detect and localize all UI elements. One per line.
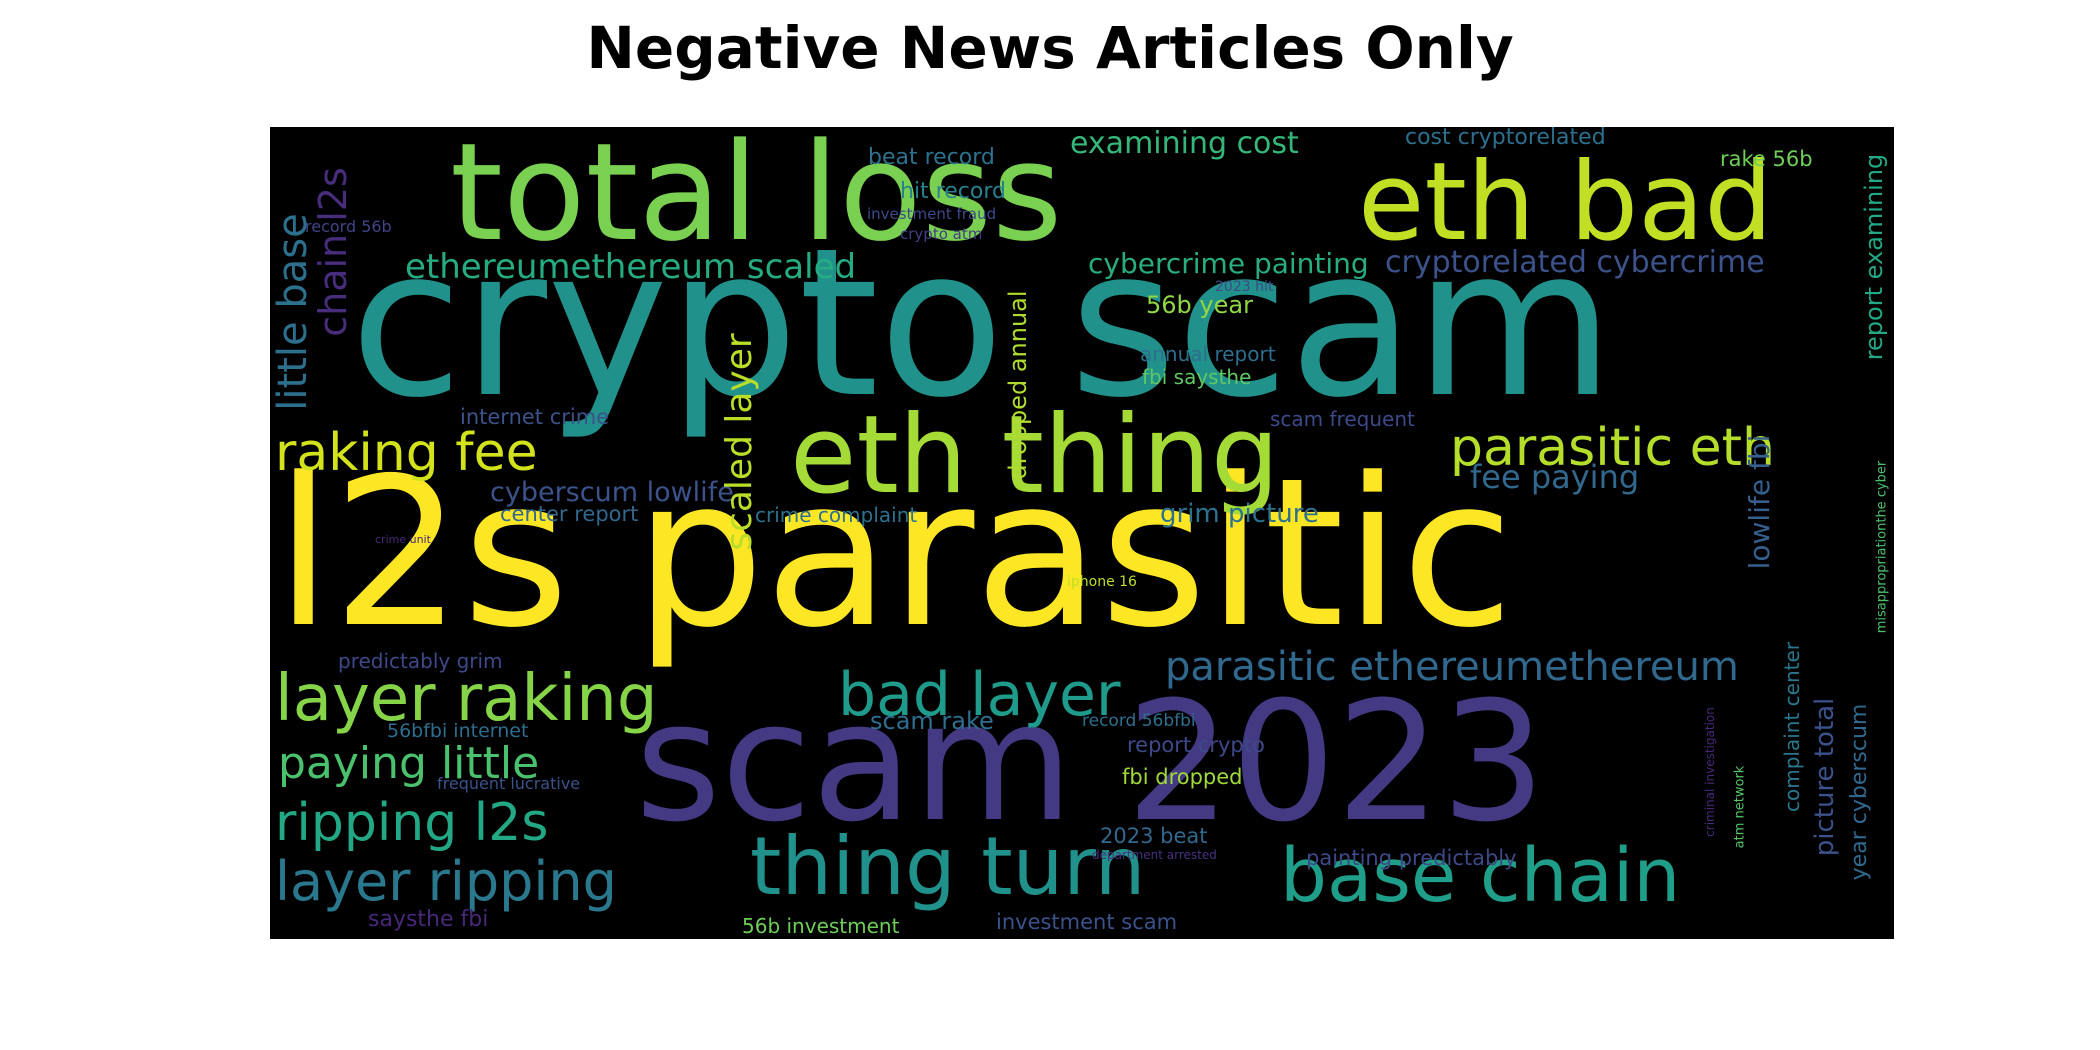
word-department-arrested: department arrested [1092, 848, 1217, 862]
word-cybercrime-painting: cybercrime painting [1088, 247, 1369, 280]
word-crypto-atm: crypto atm [900, 225, 983, 243]
word-investment-fraud: investment fraud [867, 205, 997, 223]
word-thing-turn: thing turn [750, 820, 1146, 913]
word-scam-2023: scam 2023 [635, 666, 1546, 858]
word-base-chain: base chain [1280, 833, 1681, 919]
word-paying-little: paying little [278, 738, 540, 789]
word-fbi-dropped: fbi dropped [1122, 765, 1243, 789]
word-fbi-saysthe: fbi saysthe [1142, 365, 1252, 389]
word-rake-56b: rake 56b [1720, 147, 1813, 171]
word-criminal-investigation: criminal investigation [1703, 707, 1717, 837]
word-report-examining: report examining [1860, 153, 1888, 361]
word-2023-beat: 2023 beat [1100, 824, 1208, 848]
word-dropped-annual: dropped annual [1004, 290, 1032, 480]
word-56bfbi-internet: 56bfbi internet [387, 720, 529, 742]
word-examining-cost: examining cost [1070, 127, 1299, 161]
word-scaled-layer: scaled layer [719, 333, 760, 551]
word-cryptorelated-cybercrime: cryptorelated cybercrime [1385, 245, 1765, 280]
word-bad-layer: bad layer [838, 660, 1121, 730]
word-parasitic-eth: parasitic eth [1450, 418, 1775, 478]
word-grim-picture: grim picture [1160, 499, 1319, 529]
word-cloud: crypto scam l2s parasitic scam 2023 tota… [270, 127, 1894, 939]
word-parasitic-ethereumethereum: parasitic ethereumethereum [1165, 644, 1739, 690]
word-saysthe-fbi: saysthe fbi [368, 907, 489, 932]
word-complaint-center: complaint center [1780, 642, 1804, 812]
word-atm-network: atm network [1732, 765, 1748, 849]
word-scam-rake: scam rake [870, 707, 994, 735]
word-hit-record: hit record [900, 179, 1006, 204]
word-picture-total: picture total [1810, 697, 1840, 857]
word-predictably-grim: predictably grim [338, 649, 503, 673]
word-record-56b: record 56b [305, 217, 392, 236]
word-ethereumethereum-scaled: ethereumethereum scaled [405, 247, 857, 287]
word-eth-bad: eth bad [1358, 140, 1773, 265]
word-beat-record: beat record [868, 145, 995, 170]
chart-title: Negative News Articles Only [586, 14, 1514, 82]
word-56b-year: 56b year [1146, 291, 1253, 319]
word-painting-predictably: painting predictably [1306, 846, 1517, 870]
word-l2s-parasitic: l2s parasitic [275, 435, 1514, 673]
word-crime-complaint: crime complaint [755, 503, 918, 527]
word-investment-scam: investment scam [996, 910, 1178, 934]
word-eth-thing: eth thing [790, 393, 1280, 518]
word-crime-unit: crime unit [375, 533, 431, 546]
word-internet-crime: internet crime [460, 405, 610, 429]
word-report-crypto: report crypto [1127, 733, 1265, 757]
word-fee-paying: fee paying [1470, 458, 1640, 496]
word-2023-hit: 2023 hit [1215, 279, 1274, 295]
word-chain-l2s: chain l2s [311, 167, 355, 337]
word-frequent-lucrative: frequent lucrative [437, 774, 581, 793]
word-year-cyberscum: year cyberscum [1847, 703, 1872, 881]
word-misappropriationthe-cyber: misappropriationthe cyber [1874, 460, 1890, 634]
word-ripping-l2s: ripping l2s [275, 793, 549, 853]
word-56b-investment: 56b investment [742, 914, 900, 938]
word-layer-ripping: layer ripping [275, 850, 617, 913]
word-total-loss: total loss [450, 127, 1063, 271]
word-iphone-16: iphone 16 [1067, 574, 1137, 590]
word-record-56bfbi: record 56bfbi [1082, 711, 1196, 731]
word-cyberscum-lowlife: cyberscum lowlife [490, 477, 734, 508]
word-lowlife-fbi: lowlife fbi [1743, 434, 1776, 570]
word-layer-raking: layer raking [275, 662, 658, 736]
word-little-base: little base [270, 213, 316, 411]
word-center-report: center report [500, 502, 639, 526]
word-cost-cryptorelated: cost cryptorelated [1405, 127, 1606, 150]
word-scam-frequent: scam frequent [1270, 407, 1415, 431]
word-annual-report: annual report [1140, 342, 1276, 366]
word-crypto-scam: crypto scam [350, 205, 1615, 443]
word-raking-fee: raking fee [275, 423, 538, 483]
